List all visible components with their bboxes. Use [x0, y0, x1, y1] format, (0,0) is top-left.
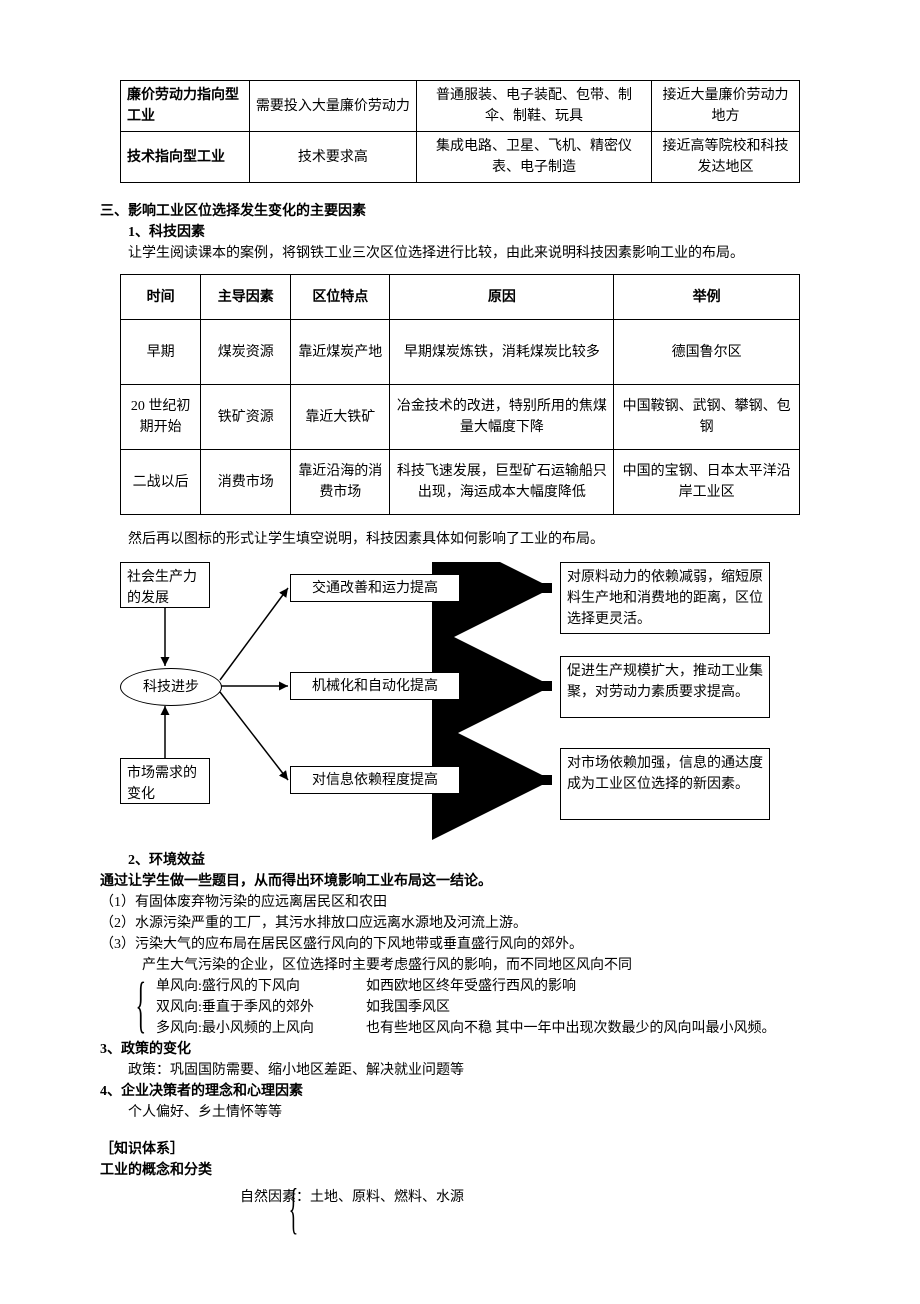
table-cell: 早期煤炭炼铁，消耗煤炭比较多: [390, 320, 614, 385]
table-header: 区位特点: [291, 275, 390, 320]
brace-icon: {: [136, 974, 146, 1036]
flow-box-info: 对信息依赖程度提高: [290, 766, 460, 794]
wind-brace-block: { 单风向:盛行风的下风向如西欧地区终年受盛行西风的影响双风向:垂直于季风的郊外…: [120, 976, 820, 1039]
sub-2-title: 2、环境效益: [128, 850, 820, 871]
table-header: 时间: [121, 275, 201, 320]
table-header: 举例: [614, 275, 800, 320]
industry-type-table: 廉价劳动力指向型工业需要投入大量廉价劳动力普通服装、电子装配、包带、制伞、制鞋、…: [120, 80, 800, 183]
sub-4-title: 4、企业决策者的理念和心理因素: [100, 1081, 820, 1102]
table-cell: 冶金技术的改进，特别所用的焦煤量大幅度下降: [390, 385, 614, 450]
flow-box-mechanize: 机械化和自动化提高: [290, 672, 460, 700]
table-header: 主导因素: [201, 275, 291, 320]
section-3-title: 三、影响工业区位选择发生变化的主要因素: [100, 201, 820, 222]
table-cell: 靠近煤炭产地: [291, 320, 390, 385]
list-item: 双风向:垂直于季风的郊外如我国季风区: [156, 997, 820, 1018]
list-item: 多风向:最小风频的上风向也有些地区风向不稳 其中一年中出现次数最少的风向叫最小风…: [156, 1018, 820, 1039]
table-cell: 靠近沿海的消费市场: [291, 450, 390, 515]
table-cell: 接近高等院校和科技发达地区: [651, 132, 799, 183]
list-item: （3）污染大气的应布局在居民区盛行风向的下风地带或垂直盛行风向的郊外。: [100, 934, 820, 955]
flow-box-social-prod: 社会生产力的发展: [120, 562, 210, 608]
system-line: 工业的概念和分类: [100, 1160, 820, 1181]
table-cell: 科技飞速发展，巨型矿石运输船只出现，海运成本大幅度降低: [390, 450, 614, 515]
steel-history-table: 时间主导因素区位特点原因举例 早期煤炭资源靠近煤炭产地早期煤炭炼铁，消耗煤炭比较…: [120, 274, 800, 515]
table-cell: 中国的宝钢、日本太平洋沿岸工业区: [614, 450, 800, 515]
system-title: ［知识体系］: [100, 1139, 820, 1160]
flow-box-market: 市场需求的变化: [120, 758, 210, 804]
flow-box-result1: 促进生产规模扩大，推动工业集聚，对劳动力素质要求提高。: [560, 656, 770, 718]
table-cell: 普通服装、电子装配、包带、制伞、制鞋、玩具: [416, 81, 651, 132]
table-cell: 廉价劳动力指向型工业: [121, 81, 250, 132]
table-cell: 集成电路、卫星、飞机、精密仪表、电子制造: [416, 132, 651, 183]
tech-factor-flowchart: 社会生产力的发展 科技进步 市场需求的变化 交通改善和运力提高 机械化和自动化提…: [120, 562, 800, 842]
table-cell: 需要投入大量廉价劳动力: [249, 81, 416, 132]
table-cell: 消费市场: [201, 450, 291, 515]
table-cell: 二战以后: [121, 450, 201, 515]
list-item: 单风向:盛行风的下风向如西欧地区终年受盛行西风的影响: [156, 976, 820, 997]
table-header: 原因: [390, 275, 614, 320]
sub-3-para: 政策：巩固国防需要、缩小地区差距、解决就业问题等: [128, 1060, 820, 1081]
table-cell: 20 世纪初期开始: [121, 385, 201, 450]
table-cell: 煤炭资源: [201, 320, 291, 385]
table-cell: 中国鞍钢、武钢、攀钢、包钢: [614, 385, 800, 450]
sub-4-para: 个人偏好、乡土情怀等等: [128, 1102, 820, 1123]
env-list: （1）有固体废弃物污染的应远离居民区和农田（2）水源污染严重的工厂，其污水排放口…: [100, 892, 820, 955]
flow-box-transport: 交通改善和运力提高: [290, 574, 460, 602]
table-cell: 德国鲁尔区: [614, 320, 800, 385]
brace-icon: {: [289, 1181, 298, 1237]
system-brace-block: { 自然因素：土地、原料、燃料、水源: [170, 1187, 820, 1208]
table-cell: 接近大量廉价劳动力地方: [651, 81, 799, 132]
after-table2-para: 然后再以图标的形式让学生填空说明，科技因素具体如何影响了工业的布局。: [128, 529, 820, 550]
flow-box-result0: 对原料动力的依赖减弱，缩短原料生产地和消费地的距离，区位选择更灵活。: [560, 562, 770, 634]
list-item: （2）水源污染严重的工厂，其污水排放口应远离水源地及河流上游。: [100, 913, 820, 934]
sub-1-title: 1、科技因素: [128, 222, 820, 243]
wind-intro: 产生大气污染的企业，区位选择时主要考虑盛行风的影响，而不同地区风向不同: [142, 955, 820, 976]
sub-1-para: 让学生阅读课本的案例，将钢铁工业三次区位选择进行比较，由此来说明科技因素影响工业…: [128, 243, 820, 264]
table-cell: 早期: [121, 320, 201, 385]
table-cell: 技术要求高: [249, 132, 416, 183]
table-cell: 靠近大铁矿: [291, 385, 390, 450]
flow-oval-tech: 科技进步: [120, 668, 222, 706]
system-sub: 自然因素：土地、原料、燃料、水源: [240, 1190, 464, 1205]
flow-box-result2: 对市场依赖加强，信息的通达度成为工业区位选择的新因素。: [560, 748, 770, 820]
sub-2-para: 通过让学生做一些题目，从而得出环境影响工业布局这一结论。: [100, 871, 820, 892]
table-cell: 技术指向型工业: [121, 132, 250, 183]
sub-3-title: 3、政策的变化: [100, 1039, 820, 1060]
table-cell: 铁矿资源: [201, 385, 291, 450]
list-item: （1）有固体废弃物污染的应远离居民区和农田: [100, 892, 820, 913]
